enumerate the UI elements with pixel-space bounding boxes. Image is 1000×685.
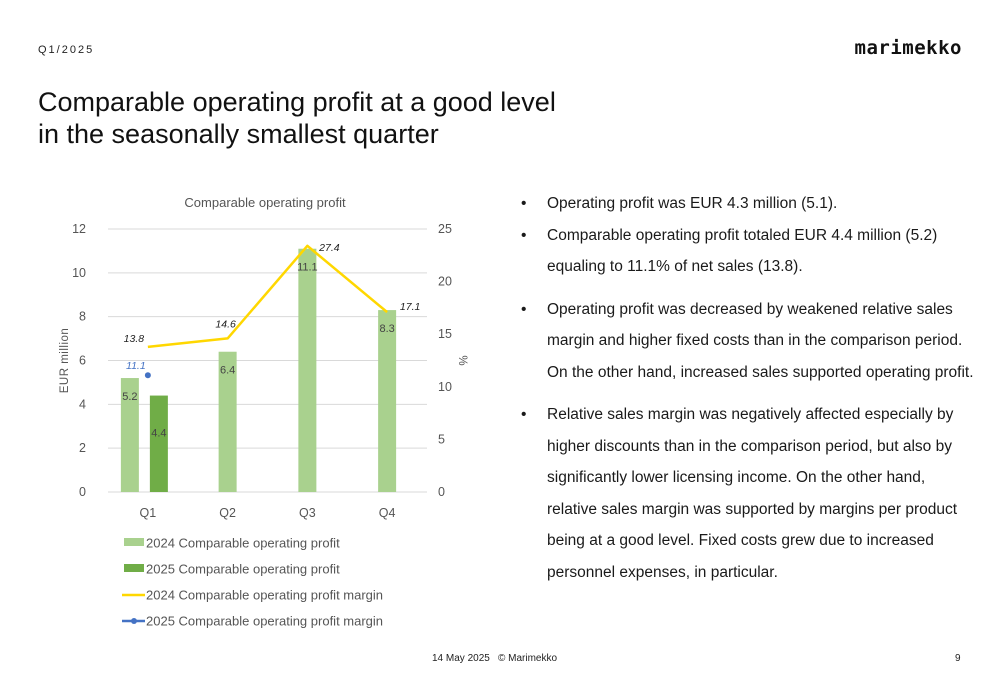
legend-swatch [124, 564, 144, 572]
bar-data-label: 4.4 [151, 428, 166, 440]
y-tick-label: 2 [79, 441, 86, 455]
line-data-label: 27.4 [318, 242, 340, 254]
bar-q4 [378, 310, 397, 492]
page-title: Comparable operating profit at a good le… [38, 86, 638, 150]
bar-data-label: 6.4 [220, 365, 235, 377]
marimekko-logo: marimekko [854, 37, 962, 59]
bullet-item: Operating profit was EUR 4.3 million (5.… [521, 188, 976, 220]
legend-label: 2025 Comparable operating profit [146, 562, 340, 577]
bar-q2 [218, 351, 237, 492]
line-data-label: 13.8 [124, 333, 145, 345]
legend-swatch [124, 538, 144, 546]
x-tick-label: Q1 [140, 506, 157, 520]
title-line-2: in the seasonally smallest quarter [38, 119, 439, 149]
x-tick-label: Q4 [379, 506, 396, 520]
comparable-operating-profit-chart: Comparable operating profit 0 2 4 6 8 10 12 0 5 10… [59, 195, 468, 629]
y-tick-label: 4 [79, 397, 86, 411]
legend-label: 2025 Comparable operating profit margin [146, 614, 383, 629]
line-data-label: 14.6 [215, 318, 236, 330]
margin-line-2024 [147, 244, 388, 349]
page-number: 9 [955, 653, 961, 664]
bar-data-label: 8.3 [379, 323, 394, 335]
title-line-1: Comparable operating profit at a good le… [38, 87, 556, 117]
y2-axis-title: % [456, 355, 468, 365]
bullet-item: Relative sales margin was negatively aff… [521, 399, 976, 588]
y2-tick-label: 0 [438, 485, 445, 499]
y2-tick-label: 25 [438, 222, 452, 236]
y-tick-label: 6 [79, 354, 86, 368]
bar-q1 [149, 395, 168, 492]
legend-label: 2024 Comparable operating profit [146, 536, 340, 551]
line-data-label: 11.1 [126, 360, 146, 372]
bar-q1 [120, 378, 139, 492]
x-tick-label: Q3 [299, 506, 316, 520]
footer-date: 14 May 2025 [432, 653, 490, 664]
footer-copyright: © Marimekko [498, 653, 558, 664]
key-points-list: Operating profit was EUR 4.3 million (5.… [521, 188, 976, 588]
chart-title: Comparable operating profit [184, 195, 346, 210]
bar-data-label: 5.2 [122, 391, 137, 403]
x-tick-label: Q2 [219, 506, 236, 520]
legend-label: 2024 Comparable operating profit margin [146, 588, 383, 603]
y2-tick-label: 15 [438, 327, 452, 341]
y-tick-label: 8 [79, 310, 86, 324]
margin-point-2025 [144, 372, 151, 379]
bullet-item: Operating profit was decreased by weaken… [521, 294, 976, 389]
y-tick-label: 0 [79, 485, 86, 499]
y2-tick-label: 20 [438, 275, 452, 289]
y-tick-label: 12 [72, 222, 86, 236]
y2-tick-label: 10 [438, 380, 452, 394]
line-data-label: 17.1 [400, 301, 420, 313]
y-tick-label: 10 [72, 266, 86, 280]
legend-marker [131, 618, 137, 624]
y-axis-title: EUR million [59, 328, 71, 394]
quarter-label: Q1/2025 [38, 44, 95, 56]
bar-q3 [298, 248, 317, 492]
y2-tick-label: 5 [438, 432, 445, 446]
bar-data-label: 11.1 [297, 262, 318, 274]
bullet-item: Comparable operating profit totaled EUR … [521, 220, 976, 283]
